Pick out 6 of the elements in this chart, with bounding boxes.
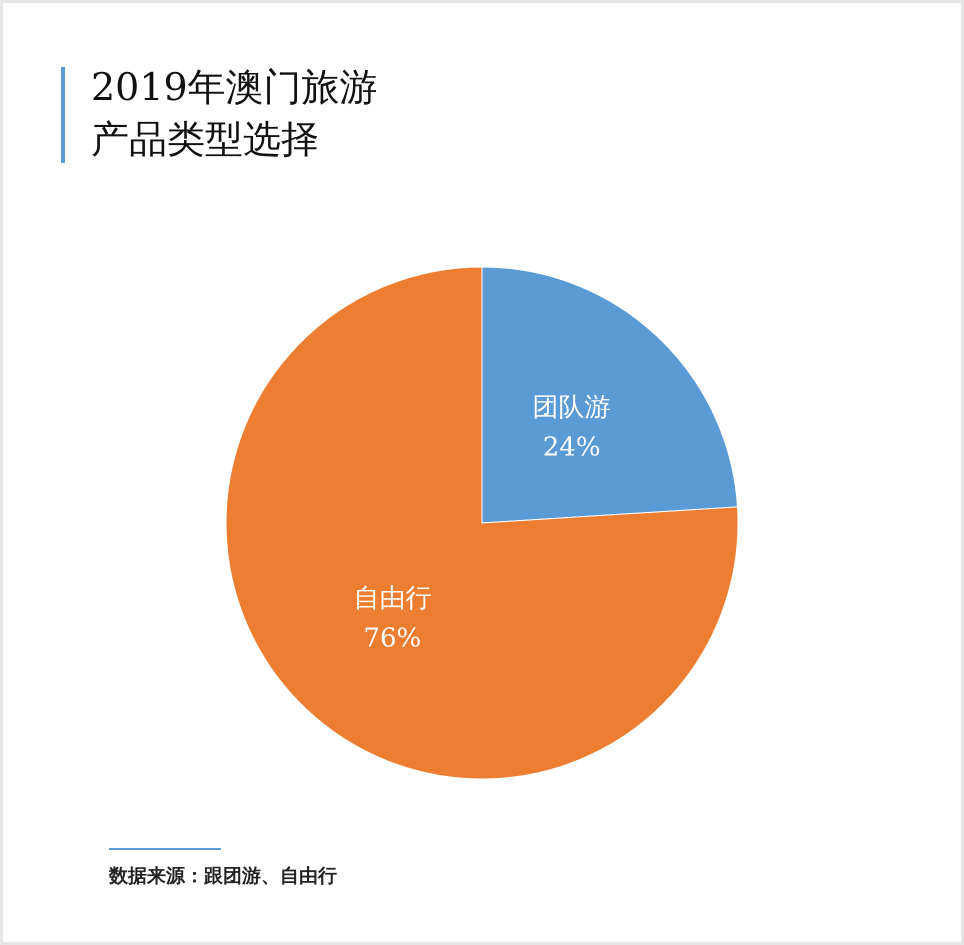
slice-label: 自由行	[353, 583, 432, 614]
data-label: 76%	[363, 623, 422, 654]
slice-label: 团队游	[532, 392, 611, 423]
data-label: 24%	[542, 432, 601, 463]
source-note: 数据来源：跟团游、自由行	[109, 864, 337, 889]
chart-title: 2019年澳门旅游产品类型选择	[91, 64, 379, 163]
